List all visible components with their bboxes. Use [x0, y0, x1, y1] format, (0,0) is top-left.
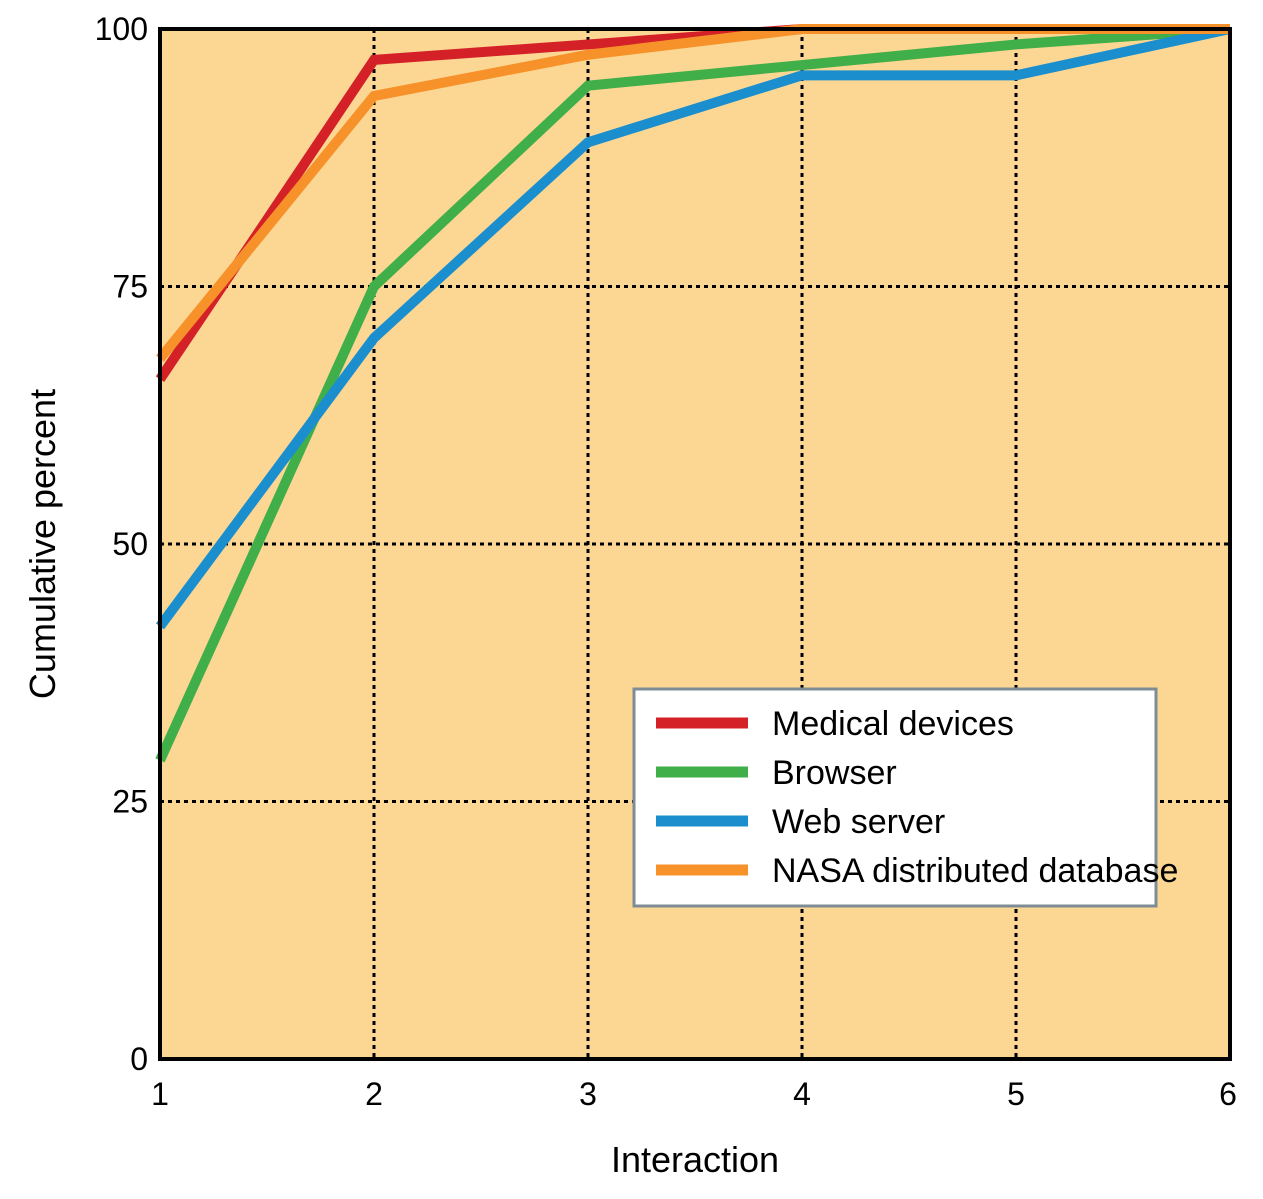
y-tick-label: 75	[112, 269, 148, 305]
plot-frame	[158, 27, 1232, 1061]
y-tick-label: 100	[95, 11, 148, 47]
y-axis-ticks: 0 25 50 75 100	[95, 11, 148, 1077]
legend: Medical devices Browser Web server NASA dis…	[632, 687, 1178, 908]
x-tick-label: 3	[579, 1076, 597, 1112]
x-axis-ticks: 1 2 3 4 5 6	[151, 1076, 1237, 1112]
legend-label: Browser	[772, 754, 897, 792]
x-axis-title: Interaction	[611, 1139, 779, 1180]
x-tick-label: 2	[365, 1076, 383, 1112]
series-line	[155, 24, 1232, 630]
grid	[160, 29, 1230, 1059]
x-tick-label: 1	[151, 1076, 169, 1112]
series-line	[155, 24, 1231, 763]
y-tick-label: 50	[112, 526, 148, 562]
y-axis-title: Cumulative percent	[22, 389, 63, 699]
x-tick-label: 6	[1219, 1076, 1237, 1112]
x-tick-label: 4	[793, 1076, 811, 1112]
legend-label: Medical devices	[772, 705, 1014, 743]
legend-label: NASA distributed database	[772, 852, 1178, 890]
y-tick-label: 25	[112, 784, 148, 820]
x-tick-label: 5	[1007, 1076, 1025, 1112]
y-tick-label: 0	[130, 1041, 148, 1077]
legend-label: Web server	[772, 803, 945, 841]
